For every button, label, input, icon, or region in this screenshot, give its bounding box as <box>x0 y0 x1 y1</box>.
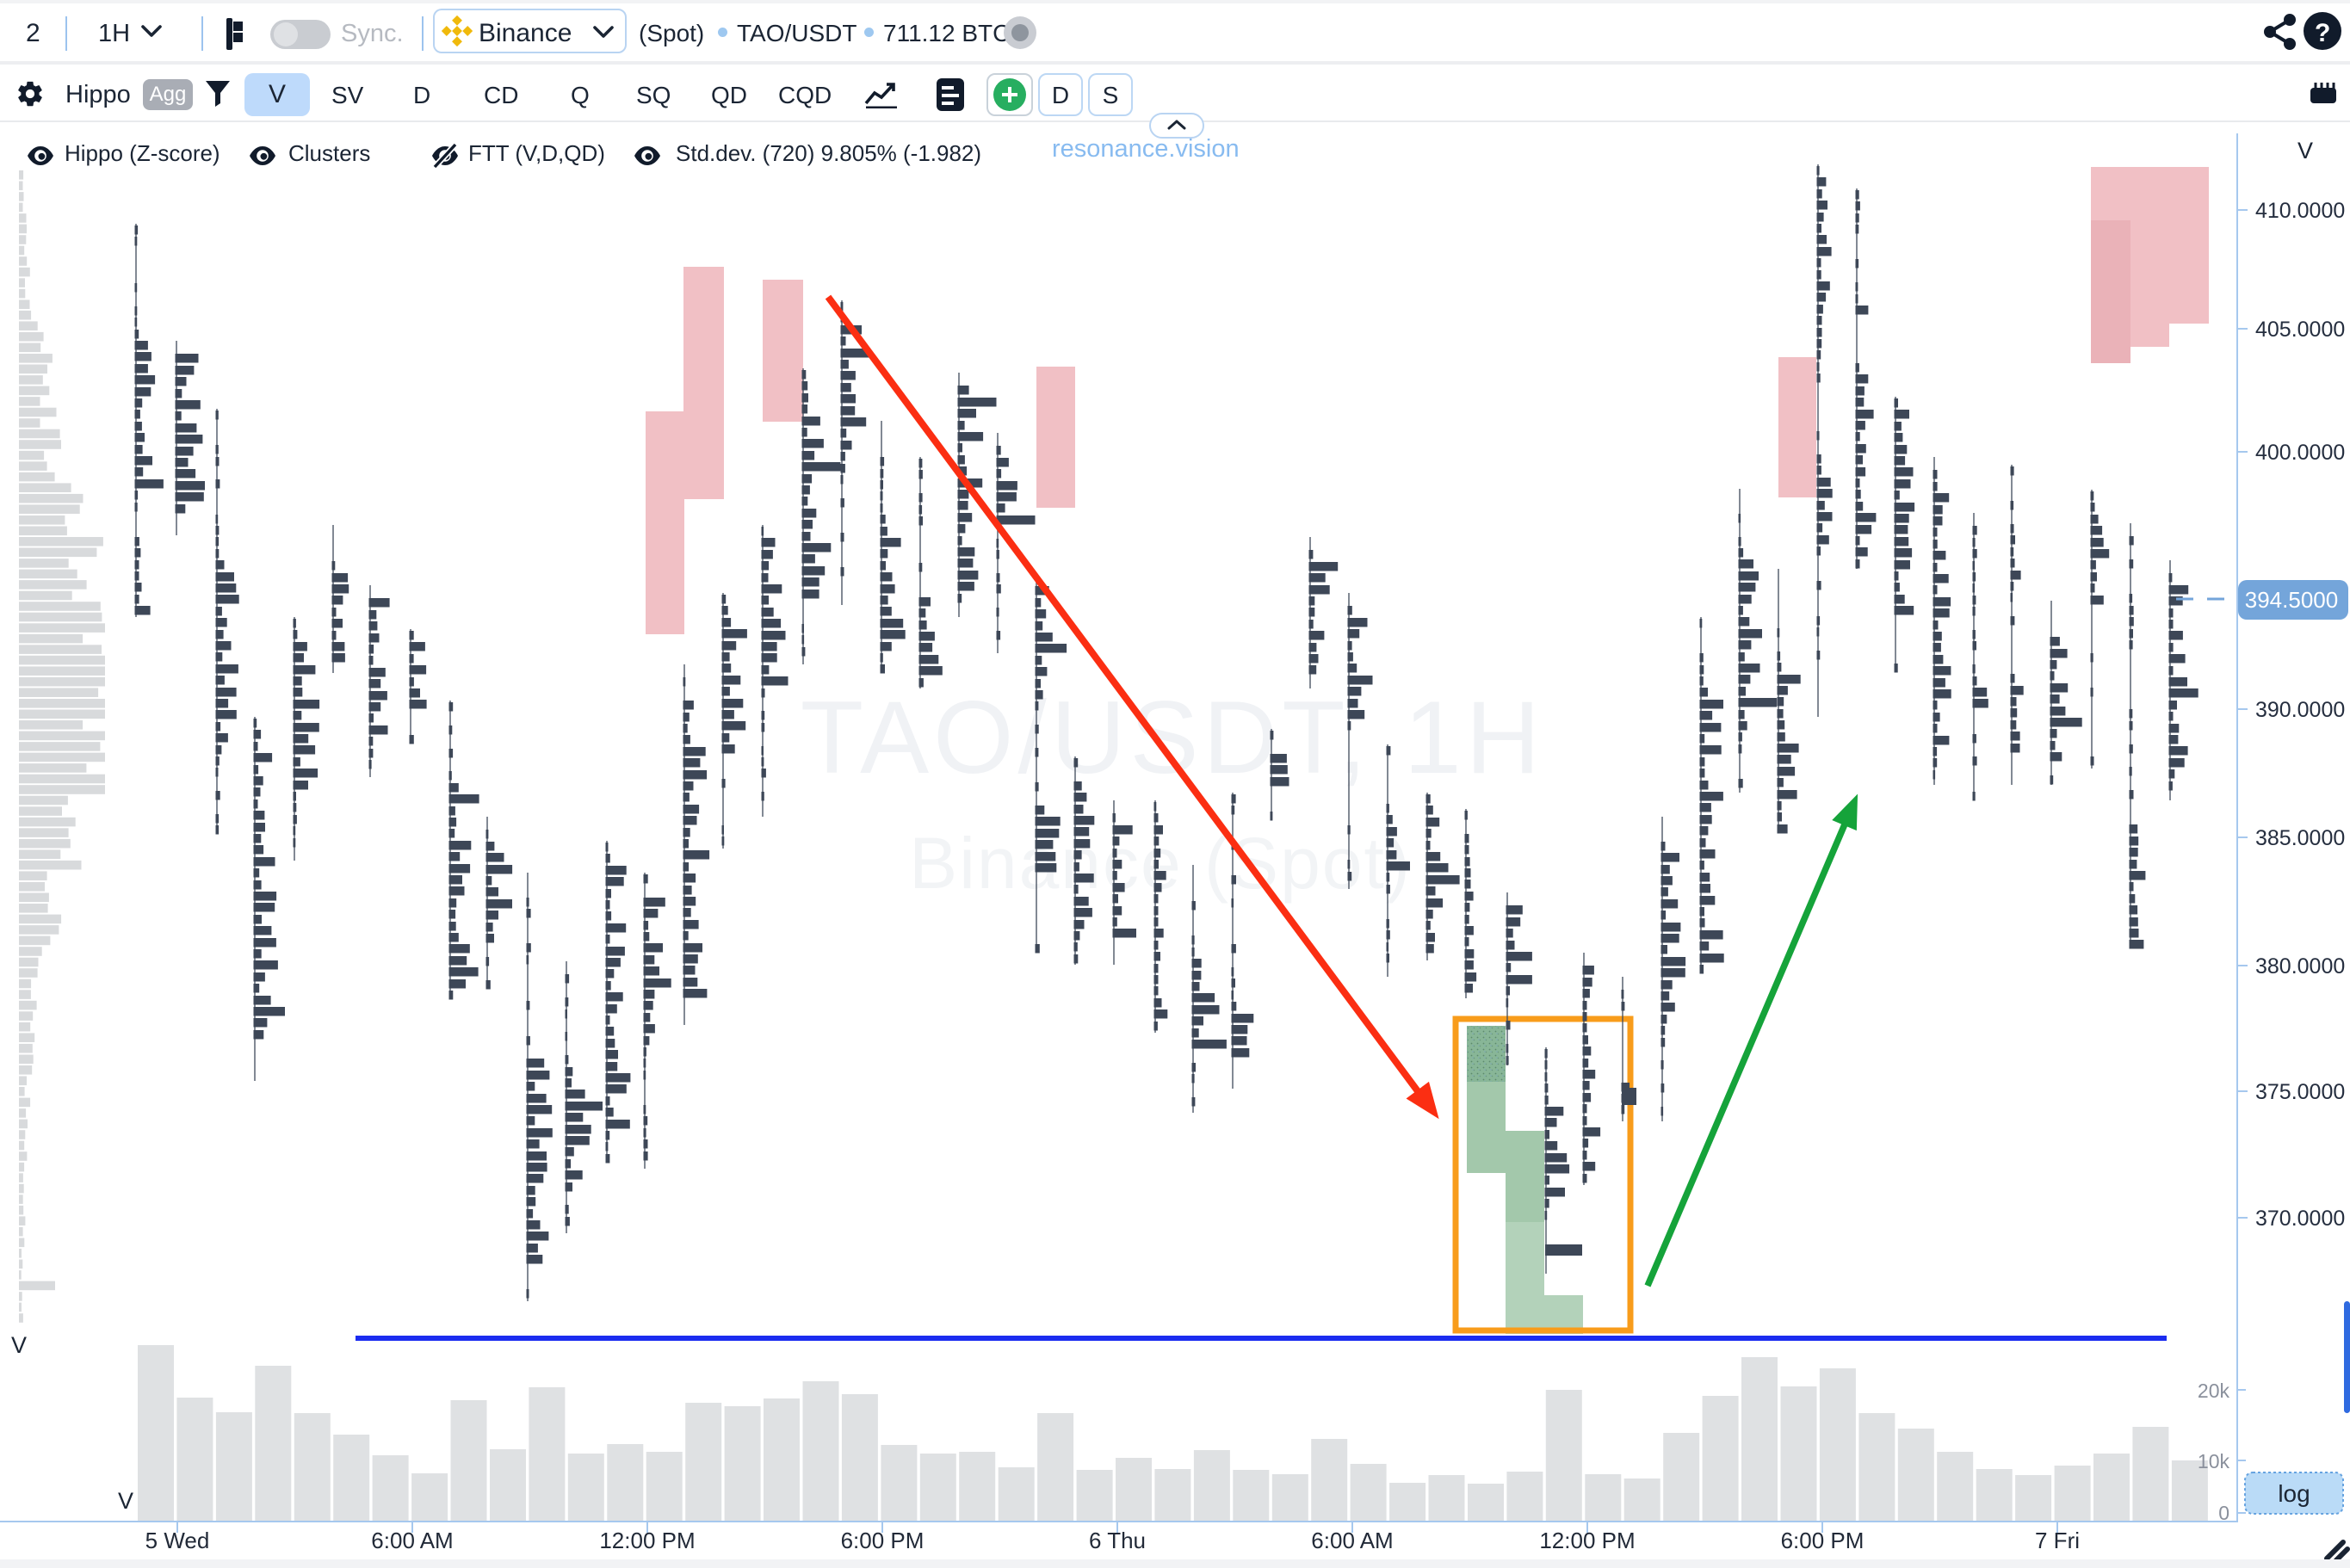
svg-text:5 Wed: 5 Wed <box>145 1528 210 1553</box>
svg-text:6:00 AM: 6:00 AM <box>371 1528 453 1553</box>
svg-text:400.0000: 400.0000 <box>2255 441 2345 465</box>
svg-text:V: V <box>11 1332 27 1358</box>
svg-text:380.0000: 380.0000 <box>2255 954 2345 978</box>
svg-text:6:00 AM: 6:00 AM <box>1311 1528 1393 1553</box>
svg-text:405.0000: 405.0000 <box>2255 318 2345 342</box>
svg-text:6:00 PM: 6:00 PM <box>841 1528 925 1553</box>
svg-text:0: 0 <box>2218 1502 2229 1524</box>
svg-text:410.0000: 410.0000 <box>2255 199 2345 223</box>
svg-text:20k: 20k <box>2198 1380 2230 1402</box>
svg-text:10k: 10k <box>2198 1450 2230 1472</box>
svg-text:log: log <box>2278 1480 2310 1507</box>
svg-text:12:00 PM: 12:00 PM <box>1539 1528 1635 1553</box>
svg-text:7 Fri: 7 Fri <box>2035 1528 2080 1553</box>
svg-text:394.5000: 394.5000 <box>2245 587 2338 613</box>
svg-text:385.0000: 385.0000 <box>2255 826 2345 850</box>
svg-text:390.0000: 390.0000 <box>2255 698 2345 722</box>
svg-text:V: V <box>118 1488 133 1514</box>
svg-text:12:00 PM: 12:00 PM <box>599 1528 695 1553</box>
svg-text:6:00 PM: 6:00 PM <box>1781 1528 1865 1553</box>
svg-text:375.0000: 375.0000 <box>2255 1080 2345 1104</box>
svg-text:370.0000: 370.0000 <box>2255 1207 2345 1231</box>
svg-text:6 Thu: 6 Thu <box>1089 1528 1146 1553</box>
svg-text:V: V <box>2297 138 2313 164</box>
svg-text:TAO/USDT, 1H: TAO/USDT, 1H <box>801 680 1545 795</box>
